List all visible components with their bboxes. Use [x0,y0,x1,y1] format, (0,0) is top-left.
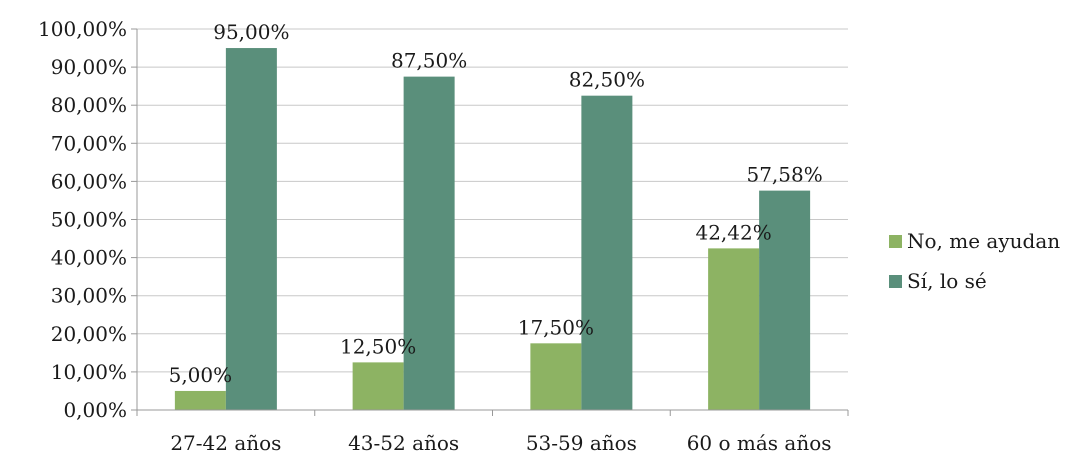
data-label: 57,58% [746,163,822,187]
bar-si-lo-se [225,48,277,411]
bar-no-me-ayudan [708,248,760,410]
data-label: 82,50% [569,68,645,92]
data-label: 12,50% [340,334,416,358]
axes: 0,00% 10,00% 20,00% 30,00% 40,00% 50,00% 60,00… [38,17,849,455]
legend-label: No, me ayudan [907,229,1060,253]
data-label: 95,00% [213,20,289,44]
legend: No, me ayudan Sí, lo sé [889,229,1060,293]
bar-no-me-ayudan [352,362,404,410]
x-category-label: 27-42 años [170,431,281,454]
y-tick-label: 30,00% [51,284,127,308]
y-tick-label: 70,00% [51,131,127,155]
y-tick-label: 10,00% [51,360,127,384]
y-tick-label: 60,00% [51,169,127,193]
y-tick-label: 40,00% [51,246,127,270]
bar-no-me-ayudan [174,390,226,410]
x-category-label: 43-52 años [348,431,459,454]
x-category-label: 60 o más años [687,431,832,454]
bar-si-lo-se [403,76,455,410]
bar-no-me-ayudan [530,343,582,410]
bar-si-lo-se [581,95,633,411]
data-label: 87,50% [391,49,467,73]
y-tick-label: 100,00% [38,17,127,41]
legend-label: Sí, lo sé [907,269,987,293]
data-labels: 5,00% 95,00% 12,50% 87,50% 17,50% 82,50% 42,42… [169,20,823,387]
data-label: 42,42% [695,220,771,244]
legend-swatch [889,275,902,288]
data-label: 17,50% [518,315,594,339]
data-label: 5,00% [169,363,233,387]
y-tick-label: 80,00% [51,93,127,117]
y-tick-label: 90,00% [51,55,127,79]
y-tick-label: 50,00% [51,208,127,232]
y-tick-label: 20,00% [51,322,127,346]
bar-si-lo-se [759,190,811,410]
x-category-label: 53-59 años [526,431,637,454]
y-tick-label: 0,00% [63,398,127,422]
legend-swatch [889,235,902,248]
bars [174,48,811,411]
